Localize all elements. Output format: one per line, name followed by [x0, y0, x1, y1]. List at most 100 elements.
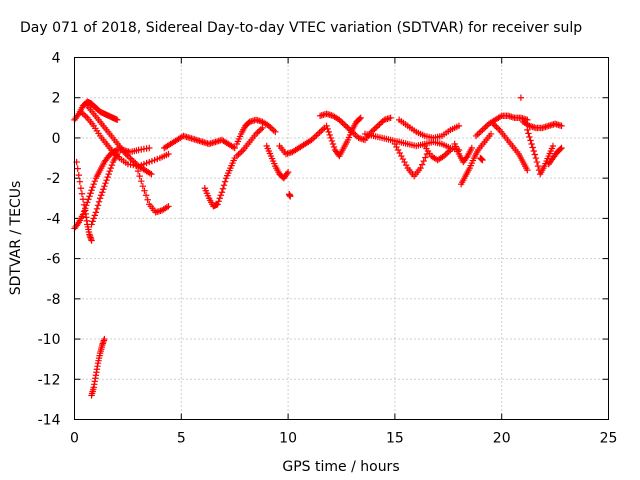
- data-point-fill: [463, 154, 470, 161]
- data-point-fill: [385, 115, 393, 122]
- data-point-fill: [93, 205, 101, 213]
- data-point-fill: [134, 167, 142, 175]
- x-tick-label: 15: [386, 431, 404, 447]
- data-point-fill: [473, 148, 481, 156]
- data-point-fill: [402, 121, 409, 128]
- series-dip-9: [263, 142, 292, 182]
- data-point-fill: [556, 122, 564, 129]
- x-axis-label: GPS time / hours: [282, 459, 399, 475]
- data-point: [272, 128, 279, 136]
- data-point-fill: [238, 148, 245, 155]
- data-point-fill: [340, 121, 348, 128]
- y-tick-label: -14: [38, 413, 61, 429]
- data-point-fill: [223, 139, 230, 147]
- data-point-fill: [185, 134, 192, 141]
- data-point-fill: [557, 145, 564, 153]
- series-isolated-19: [477, 154, 486, 164]
- series-rise-8.5: [233, 124, 266, 160]
- data-point-fill: [526, 133, 533, 141]
- data-point-fill: [444, 149, 451, 157]
- data-point-fill: [74, 165, 81, 172]
- data-point-fill: [461, 174, 468, 182]
- series-run-19-21: [472, 112, 531, 140]
- series-band-descent-a: [77, 108, 172, 170]
- data-point-fill: [90, 181, 97, 188]
- y-tick-label: 4: [52, 51, 61, 67]
- data-point-fill: [91, 177, 98, 185]
- series-isolated-21: [517, 94, 525, 101]
- data-point-fill: [89, 218, 96, 225]
- series-branch-a: [88, 150, 121, 228]
- data-point-fill: [103, 176, 110, 184]
- data-point-fill: [439, 153, 446, 161]
- data-point-fill: [98, 192, 105, 199]
- data-point-fill: [256, 127, 263, 135]
- data-point-fill: [523, 164, 530, 172]
- data-point-fill: [217, 192, 225, 199]
- data-point-fill: [90, 215, 97, 222]
- data-point-fill: [548, 145, 556, 152]
- data-point-fill: [236, 149, 244, 157]
- x-tick-label: 25: [600, 431, 618, 447]
- data-point: [139, 183, 147, 190]
- series-rise-18.5: [457, 130, 495, 188]
- data-point-fill: [325, 128, 332, 136]
- data-point-fill: [293, 145, 301, 153]
- data-point: [342, 122, 349, 130]
- data-point-fill: [114, 140, 121, 148]
- data-point-fill: [474, 131, 481, 138]
- data-point-fill: [377, 119, 385, 127]
- data-point-fill: [422, 154, 429, 161]
- axis-ticks: 0 5 10 15 20 25 -14 -12 -10 -8 -6 -4 -2 0 2 4: [38, 51, 618, 447]
- data-point-fill: [530, 147, 537, 155]
- x-tick-label: 5: [177, 431, 186, 447]
- data-point-fill: [89, 386, 97, 393]
- data-point-fill: [311, 133, 318, 141]
- data-point-fill: [94, 106, 102, 113]
- data-point-fill: [76, 178, 84, 185]
- data-point: [479, 126, 486, 134]
- data-point-fill: [410, 127, 418, 134]
- data-point-fill: [78, 190, 86, 197]
- data-point-fill: [226, 167, 233, 174]
- series-run-21-23: [519, 118, 565, 132]
- data-point-fill: [264, 121, 271, 129]
- data-point-fill: [90, 102, 97, 109]
- data-point-fill: [257, 126, 265, 133]
- data-point: [77, 185, 85, 192]
- x-tick-label: 20: [493, 431, 511, 447]
- data-point-fill: [172, 137, 179, 145]
- data-point-fill: [394, 146, 402, 154]
- data-point-fill: [216, 195, 223, 202]
- data-point-fill: [371, 125, 378, 133]
- data-point-fill: [494, 125, 502, 132]
- data-point-fill: [306, 137, 314, 145]
- data-point-fill: [100, 337, 108, 344]
- data-point-fill: [107, 150, 115, 158]
- data-point-fill: [157, 207, 164, 215]
- data-point-fill: [462, 155, 469, 163]
- series-run-10-11: [276, 124, 328, 158]
- data-point: [101, 183, 108, 190]
- data-point-fill: [74, 112, 81, 119]
- data-point-fill: [99, 189, 106, 196]
- data-point-fill: [300, 141, 307, 149]
- data-point-fill: [556, 146, 563, 154]
- y-tick-label: -2: [47, 171, 61, 187]
- data-point-fill: [376, 134, 384, 141]
- data-point-fill: [80, 201, 88, 209]
- series-outlier-streak: [88, 335, 108, 399]
- data-point-fill: [204, 192, 212, 199]
- data-point-fill: [543, 123, 551, 130]
- data-point-fill: [230, 157, 237, 164]
- data-point-fill: [445, 148, 453, 155]
- data-point: [524, 126, 531, 134]
- data-point: [532, 154, 540, 162]
- data-point-fill: [330, 143, 338, 151]
- data-point-fill: [379, 118, 386, 125]
- data-point-fill: [79, 196, 87, 203]
- data-point-fill: [220, 182, 228, 189]
- series-arc-16: [395, 116, 463, 142]
- data-point-fill: [484, 122, 491, 129]
- series-run-5: [161, 132, 238, 152]
